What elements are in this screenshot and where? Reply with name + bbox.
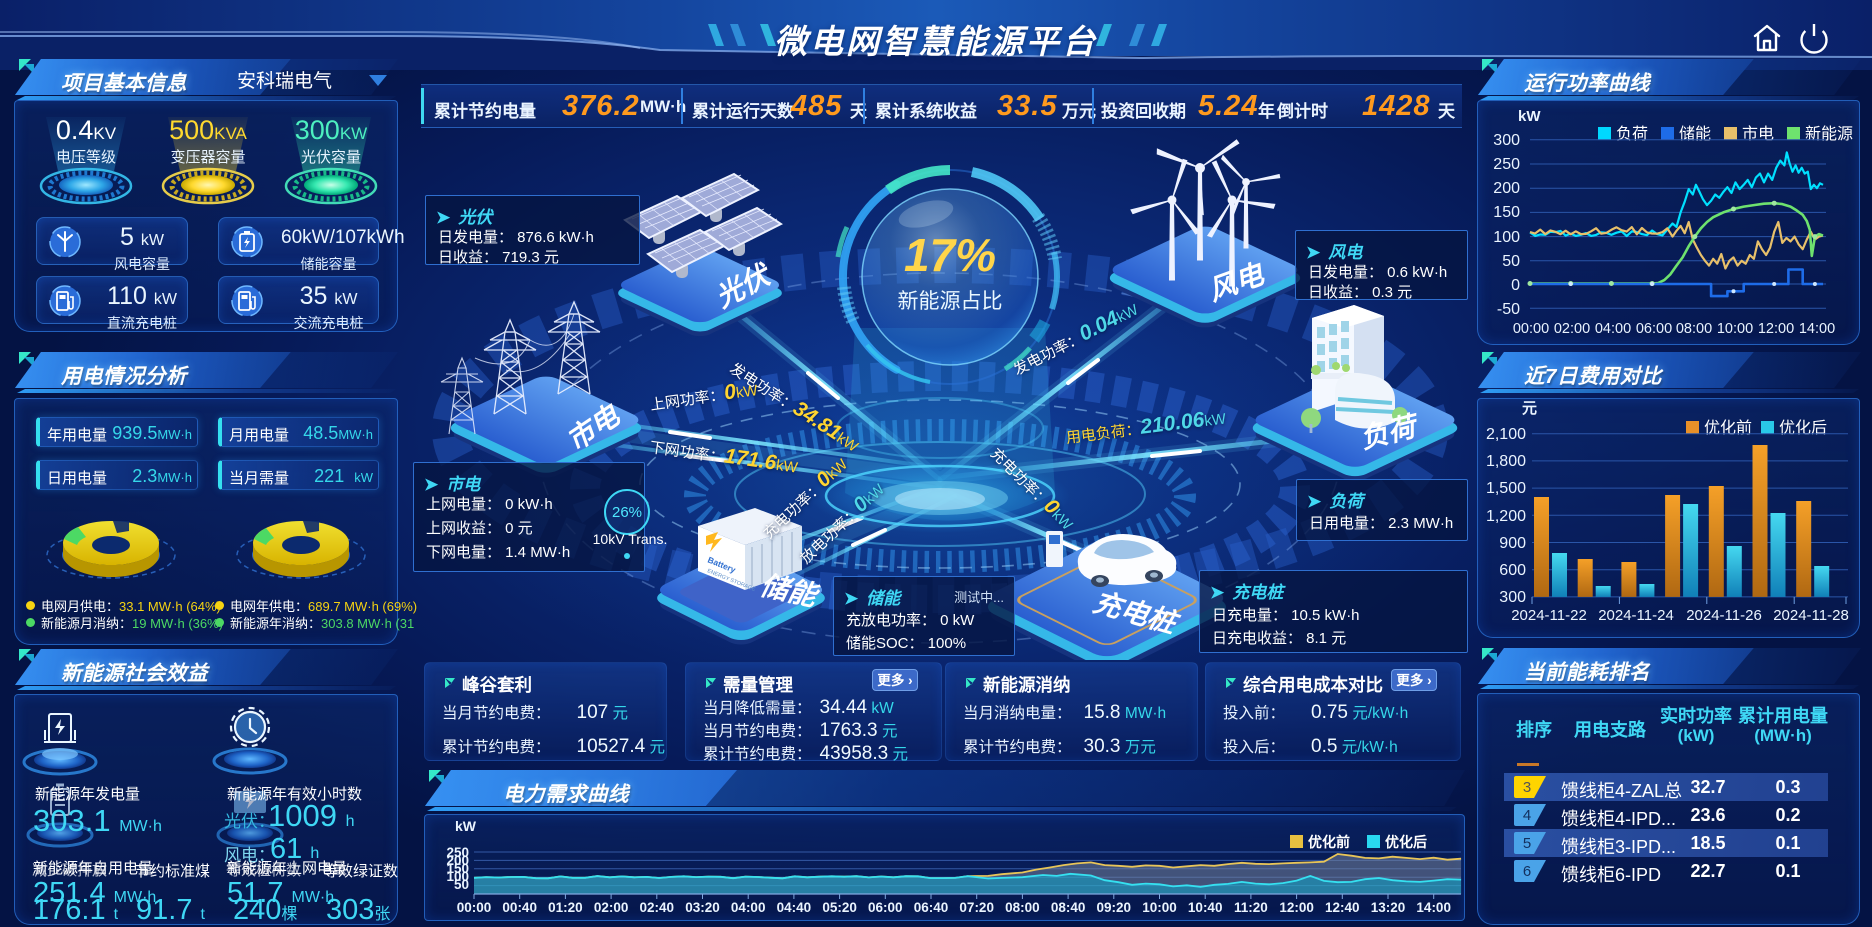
svg-text:100: 100 — [446, 869, 469, 884]
svg-text:10:40: 10:40 — [1188, 900, 1223, 915]
svg-text:-50: -50 — [1497, 301, 1520, 318]
svg-text:12:00: 12:00 — [1279, 900, 1314, 915]
svg-text:06:00: 06:00 — [868, 900, 903, 915]
svg-text:02:40: 02:40 — [640, 900, 675, 915]
svg-text:06:40: 06:40 — [914, 900, 949, 915]
svg-text:优化后: 优化后 — [1385, 834, 1427, 850]
svg-text:01:20: 01:20 — [548, 900, 583, 915]
svg-text:4: 4 — [1523, 807, 1531, 824]
svg-text:2024-11-24: 2024-11-24 — [1598, 607, 1674, 624]
svg-text:新能源: 新能源 — [1805, 125, 1853, 143]
svg-text:11:20: 11:20 — [1234, 900, 1268, 915]
svg-text:00:00: 00:00 — [457, 900, 492, 915]
svg-text:10:00: 10:00 — [1142, 900, 1177, 915]
svg-text:09:20: 09:20 — [1097, 900, 1132, 915]
svg-text:08:00: 08:00 — [1676, 321, 1712, 337]
svg-text:150: 150 — [446, 861, 469, 876]
svg-text:0: 0 — [1511, 277, 1520, 294]
svg-text:250: 250 — [446, 845, 469, 860]
svg-text:04:00: 04:00 — [731, 900, 766, 915]
svg-text:900: 900 — [1499, 535, 1526, 552]
svg-text:10:00: 10:00 — [1717, 321, 1753, 337]
svg-text:2024-11-28: 2024-11-28 — [1773, 607, 1849, 624]
svg-text:市电: 市电 — [1742, 125, 1774, 143]
svg-text:新能源占比: 新能源占比 — [898, 290, 1003, 313]
svg-text:kW: kW — [455, 818, 477, 834]
svg-text:05:20: 05:20 — [822, 900, 857, 915]
svg-text:14:00: 14:00 — [1416, 900, 1451, 915]
svg-text:储能: 储能 — [1679, 125, 1711, 143]
svg-text:00:40: 00:40 — [502, 900, 537, 915]
svg-text:2,100: 2,100 — [1486, 426, 1526, 443]
svg-text:08:00: 08:00 — [1005, 900, 1040, 915]
svg-text:优化后: 优化后 — [1779, 419, 1827, 437]
svg-text:06:00: 06:00 — [1636, 321, 1672, 337]
svg-text:14:00: 14:00 — [1799, 321, 1835, 337]
svg-text:13:20: 13:20 — [1371, 900, 1406, 915]
svg-text:优化前: 优化前 — [1308, 834, 1350, 850]
svg-text:150: 150 — [1493, 204, 1520, 221]
svg-text:250: 250 — [1493, 156, 1520, 173]
svg-text:1,500: 1,500 — [1486, 480, 1526, 497]
svg-text:00:00: 00:00 — [1513, 321, 1549, 337]
svg-text:600: 600 — [1499, 562, 1526, 579]
svg-text:300: 300 — [1493, 132, 1520, 149]
svg-text:100: 100 — [1493, 229, 1520, 246]
svg-text:17%: 17% — [904, 229, 996, 281]
svg-text:04:00: 04:00 — [1595, 321, 1631, 337]
svg-text:08:40: 08:40 — [1051, 900, 1086, 915]
svg-text:200: 200 — [446, 853, 469, 868]
svg-text:2024-11-22: 2024-11-22 — [1511, 607, 1587, 624]
svg-text:03:20: 03:20 — [685, 900, 720, 915]
svg-text:50: 50 — [1502, 253, 1520, 270]
svg-text:5: 5 — [1523, 835, 1531, 852]
svg-text:元: 元 — [1522, 400, 1537, 417]
svg-text:50: 50 — [454, 877, 469, 892]
svg-text:6: 6 — [1523, 863, 1531, 880]
svg-text:200: 200 — [1493, 180, 1520, 197]
svg-text:1,200: 1,200 — [1486, 508, 1526, 525]
svg-text:负荷: 负荷 — [1616, 125, 1648, 143]
svg-text:04:40: 04:40 — [777, 900, 812, 915]
svg-text:3: 3 — [1523, 779, 1531, 796]
svg-text:12:40: 12:40 — [1325, 900, 1360, 915]
svg-text:12:00: 12:00 — [1758, 321, 1794, 337]
svg-text:300: 300 — [1499, 589, 1526, 606]
svg-text:优化前: 优化前 — [1704, 419, 1752, 437]
svg-text:1,800: 1,800 — [1486, 453, 1526, 470]
svg-text:02:00: 02:00 — [594, 900, 629, 915]
svg-text:2024-11-26: 2024-11-26 — [1686, 607, 1762, 624]
svg-text:kW: kW — [1518, 108, 1541, 125]
svg-text:02:00: 02:00 — [1554, 321, 1590, 337]
svg-text:07:20: 07:20 — [959, 900, 994, 915]
